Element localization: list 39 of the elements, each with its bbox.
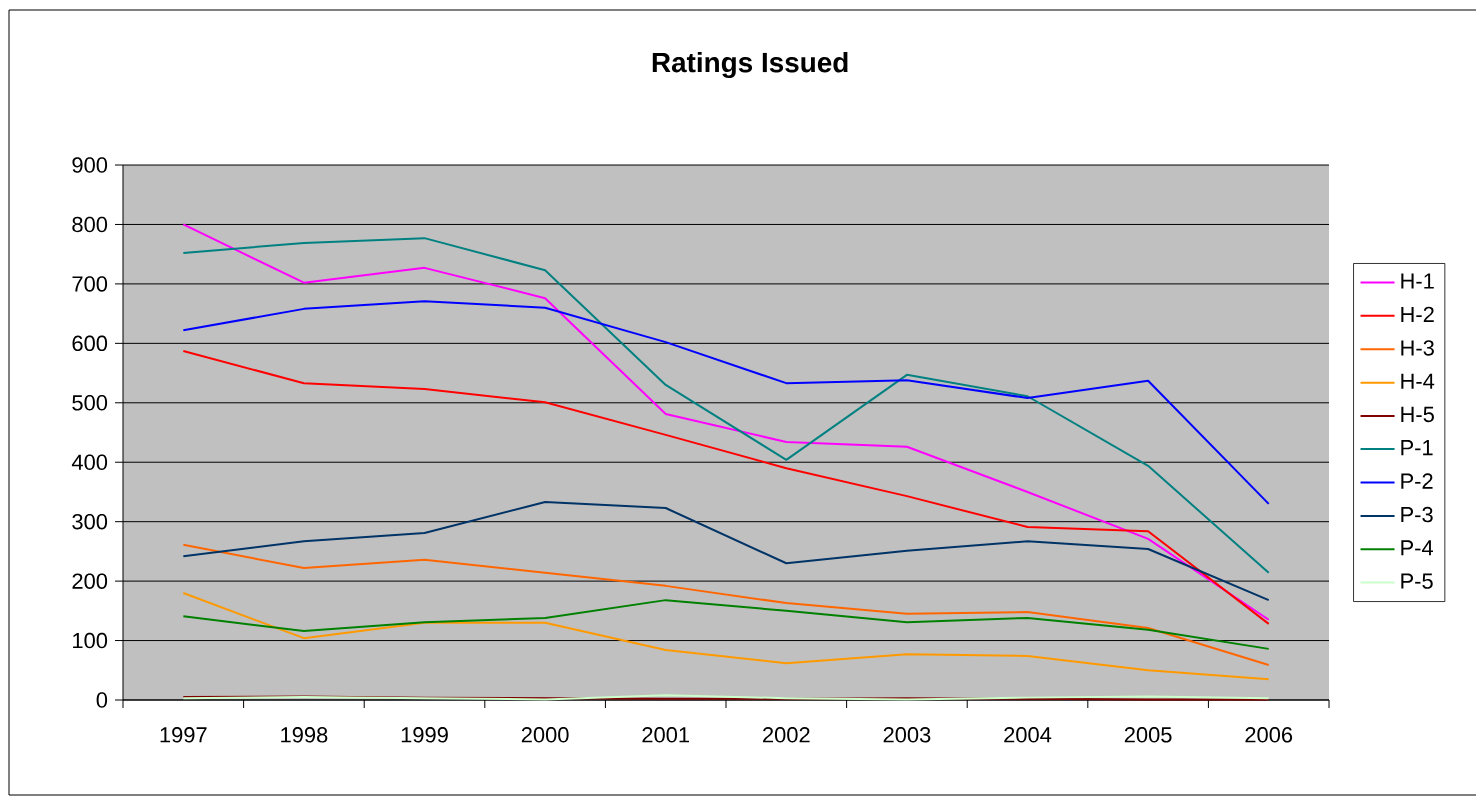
y-tick-label: 300 — [72, 513, 108, 530]
y-tick-label: 700 — [72, 276, 108, 292]
x-tick-label: 1999 — [401, 727, 448, 743]
x-tick-label: 2004 — [1004, 727, 1052, 743]
y-tick-label: 600 — [72, 335, 108, 352]
x-tick-label: 2002 — [763, 727, 810, 743]
line-series — [182, 300, 1270, 505]
chart-title: Ratings Issued — [652, 51, 848, 79]
legend-label: P-5 — [1401, 573, 1433, 589]
line-series — [182, 223, 1270, 621]
line-series — [182, 501, 1270, 602]
x-tick-label: 2006 — [1245, 727, 1293, 743]
legend-label: P-1 — [1401, 440, 1433, 456]
y-tick-label: 200 — [72, 573, 108, 589]
x-tick-label: 1997 — [160, 727, 207, 743]
line-series — [182, 592, 1270, 681]
legend-label: H-2 — [1401, 306, 1434, 322]
legend-label: H-4 — [1401, 373, 1435, 389]
y-tick-label: 0 — [96, 692, 108, 708]
legend-label: P-2 — [1401, 473, 1433, 489]
line-series — [182, 599, 1270, 650]
x-tick-label: 2005 — [1124, 727, 1172, 743]
y-tick-label: 400 — [71, 454, 108, 470]
y-tick-label: 500 — [72, 395, 108, 411]
legend-label: P-3 — [1401, 506, 1433, 523]
y-tick-label: 100 — [73, 632, 108, 649]
legend-label: P-4 — [1401, 540, 1433, 556]
x-tick-label: 2003 — [883, 727, 931, 743]
legend-label: H-5 — [1401, 406, 1434, 423]
line-series — [182, 350, 1270, 625]
line-series — [182, 543, 1270, 666]
x-tick-label: 2000 — [521, 727, 569, 743]
legend-label: H-1 — [1401, 273, 1434, 289]
y-tick-label: 900 — [72, 157, 108, 173]
line-series — [182, 237, 1270, 574]
y-tick-label: 800 — [72, 216, 108, 233]
x-tick-label: 2001 — [642, 727, 690, 743]
x-tick-label: 1998 — [281, 727, 328, 743]
legend-label: H-3 — [1401, 340, 1434, 356]
